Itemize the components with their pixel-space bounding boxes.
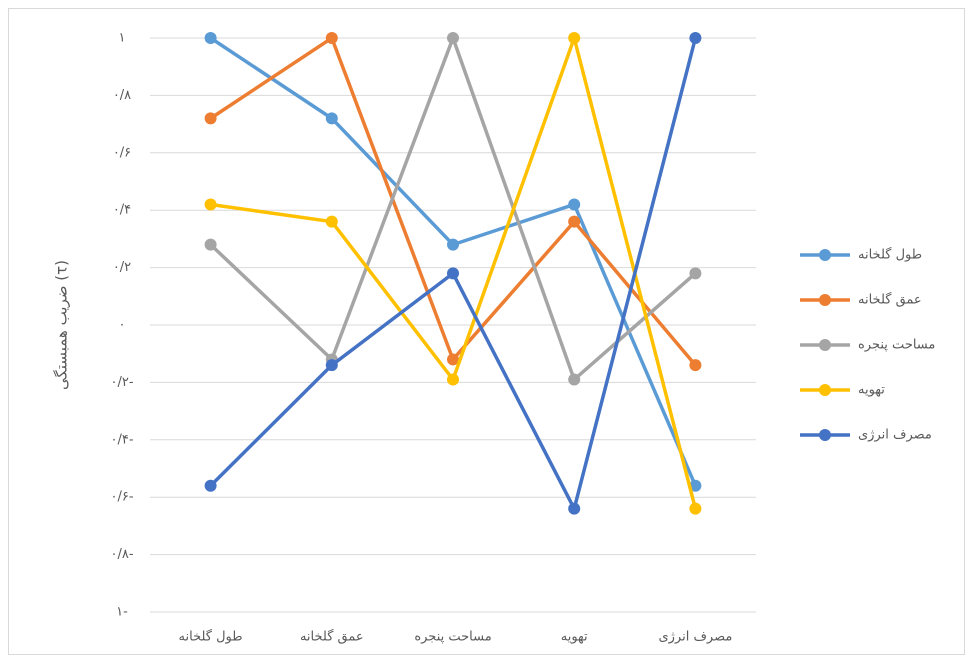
chart-frame: [8, 8, 965, 655]
y-tick-label: ۰/۸: [113, 88, 131, 103]
x-tick-label: تهویه: [561, 630, 588, 645]
y-tick-label: ۰/۸-: [110, 547, 133, 562]
y-tick-label: ۰/۴: [113, 203, 131, 218]
legend-marker: [819, 384, 831, 396]
point: [204, 479, 217, 492]
point: [325, 215, 338, 228]
y-tick-label: ۰/۶: [113, 145, 131, 160]
point: [689, 267, 702, 280]
y-tick-label: ۰: [119, 318, 126, 333]
point: [689, 32, 702, 44]
point: [447, 238, 459, 251]
y-tick-label: ۰/۶-: [110, 490, 133, 505]
y-tick-label: ۱: [119, 31, 126, 46]
legend-label: طول گلخانه: [858, 247, 922, 263]
x-tick-label: مساحت پنجره: [414, 630, 491, 645]
legend-label: تهویه: [858, 383, 885, 398]
point: [568, 373, 581, 386]
point: [325, 112, 338, 125]
point: [568, 198, 581, 211]
y-tick-label: ۰/۲-: [110, 375, 133, 390]
legend-label: عمق گلخانه: [858, 292, 922, 308]
legend-label: مصرف انرژی: [858, 428, 932, 443]
x-tick-label: عمق گلخانه: [300, 629, 364, 645]
point: [447, 373, 459, 386]
y-tick-label: ۱-: [116, 605, 128, 620]
y-axis-label: ضریب همبستگی (τ): [53, 260, 71, 390]
point: [204, 112, 217, 125]
point: [568, 502, 581, 515]
legend-label: مساحت پنجره: [858, 338, 935, 353]
point: [204, 238, 217, 251]
y-tick-label: ۰/۴-: [110, 432, 133, 447]
point: [447, 353, 459, 366]
point: [447, 32, 459, 44]
point: [204, 198, 217, 211]
point: [689, 502, 702, 515]
y-tick-label: ۰/۲: [113, 260, 131, 275]
legend-marker: [819, 429, 831, 441]
legend-marker: [819, 294, 831, 306]
point: [447, 267, 459, 280]
point: [325, 359, 338, 372]
point: [689, 359, 702, 372]
point: [204, 32, 217, 44]
legend-marker: [819, 339, 831, 351]
x-tick-label: طول گلخانه: [179, 629, 243, 645]
legend-marker: [819, 249, 831, 261]
point: [568, 32, 581, 44]
point: [325, 32, 338, 44]
x-tick-label: مصرف انرژی: [658, 630, 732, 645]
point: [689, 479, 702, 492]
point: [568, 215, 581, 228]
